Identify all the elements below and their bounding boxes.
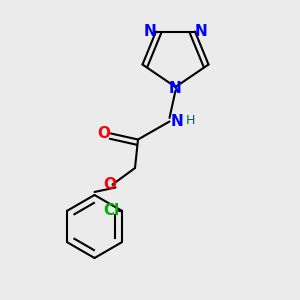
Text: N: N [195, 24, 207, 39]
Text: H: H [186, 113, 195, 127]
Text: N: N [171, 114, 184, 129]
Text: O: O [97, 126, 110, 141]
Text: N: N [144, 24, 156, 39]
Text: O: O [103, 177, 117, 192]
Text: N: N [169, 81, 182, 96]
Text: Cl: Cl [103, 203, 119, 218]
